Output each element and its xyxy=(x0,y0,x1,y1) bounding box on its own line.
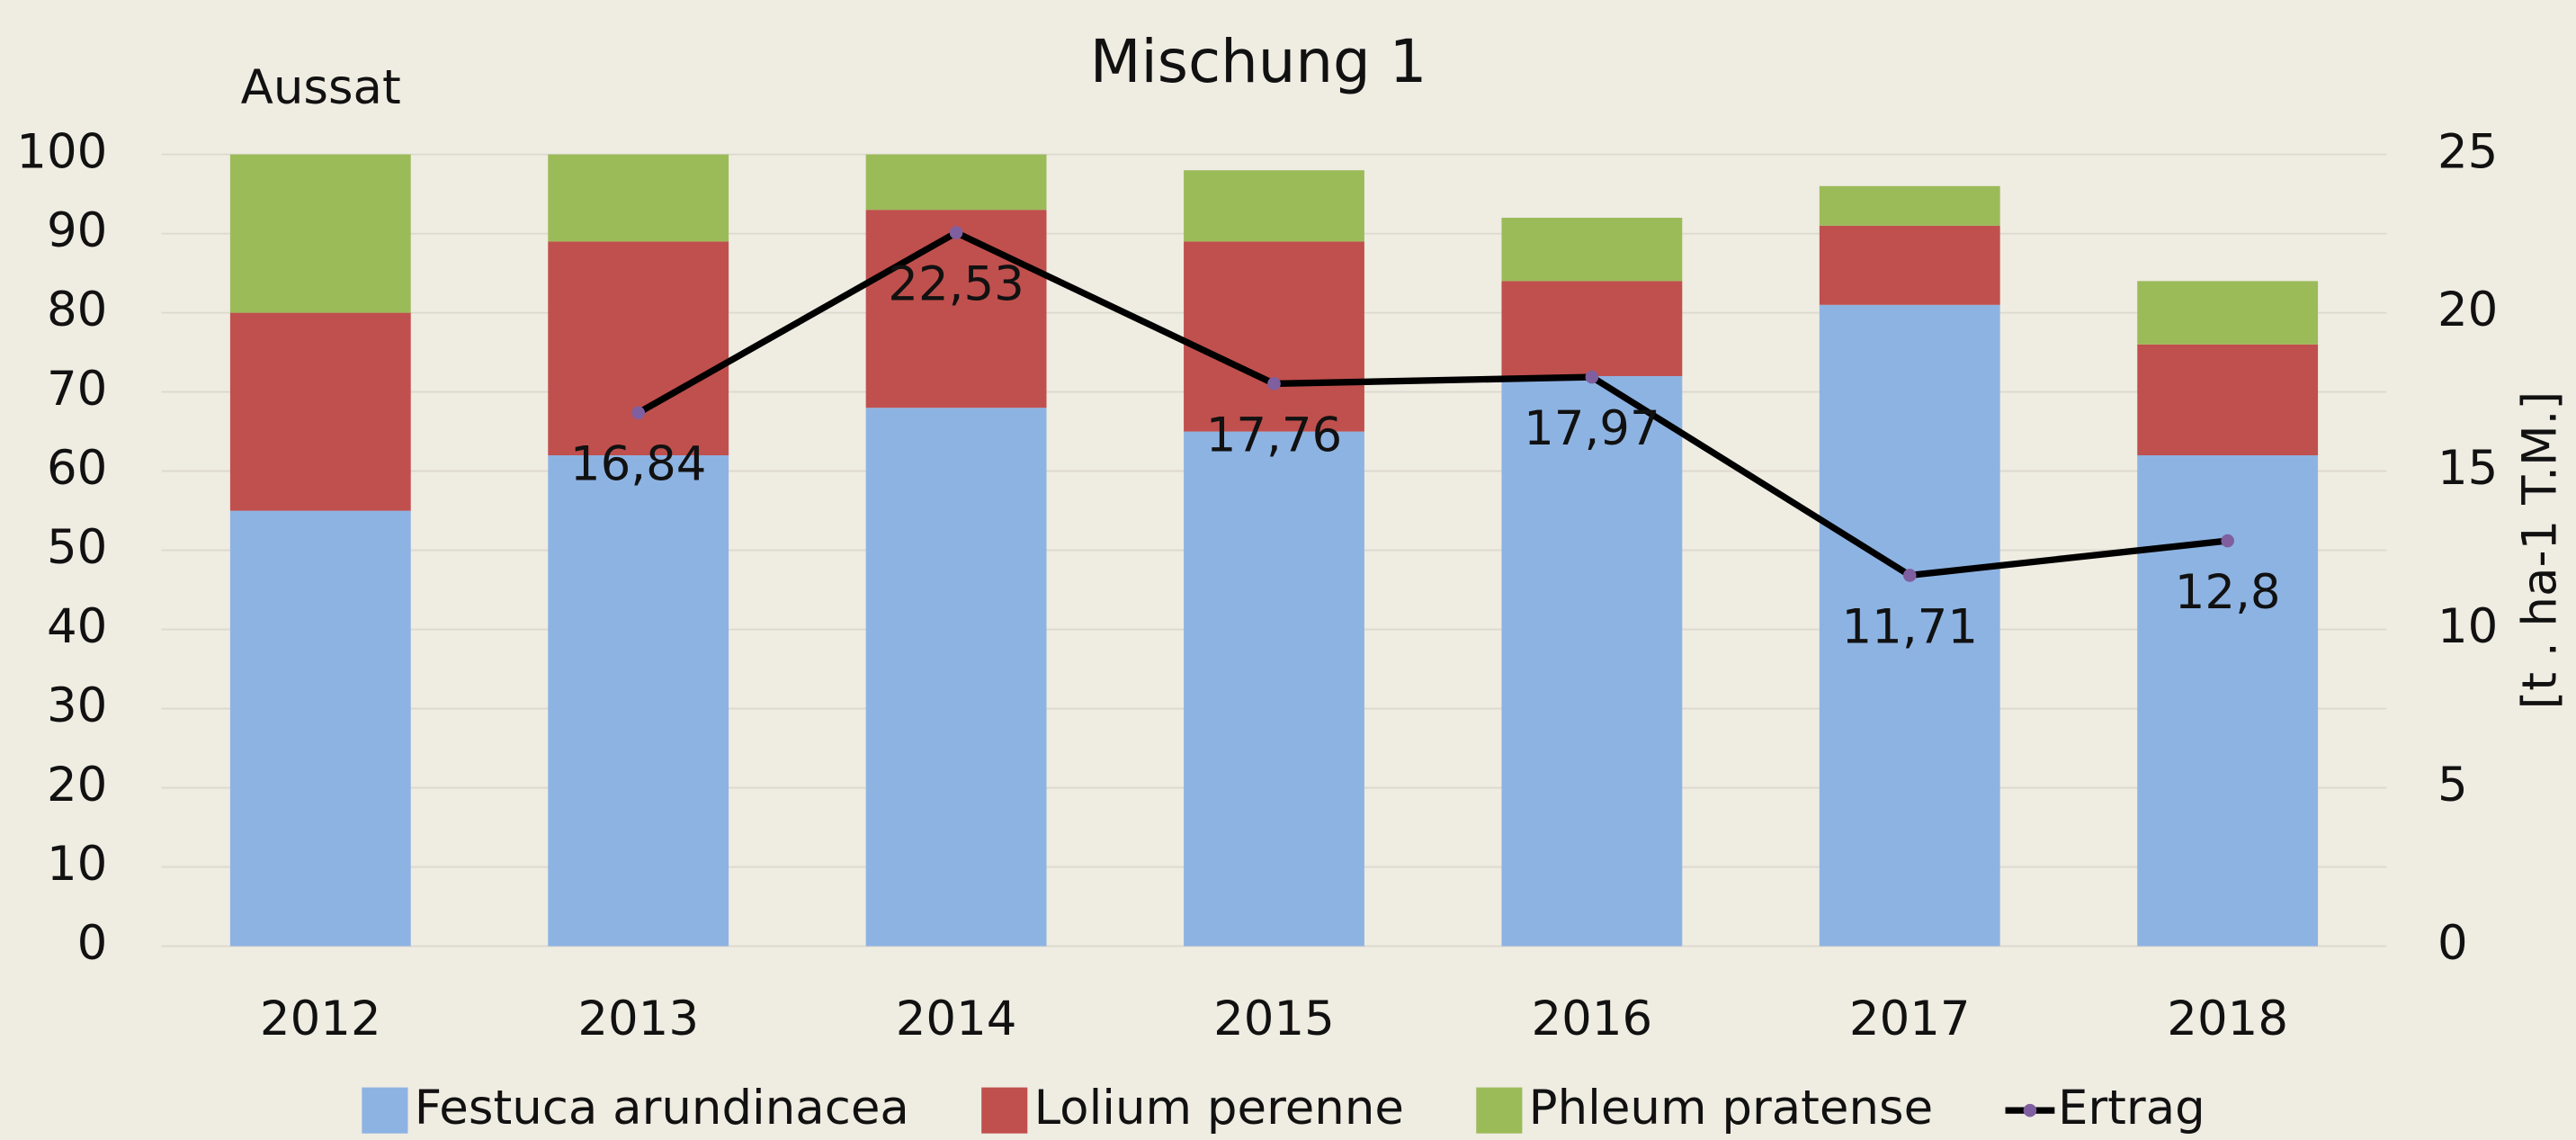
data-label: 16,84 xyxy=(570,437,707,492)
line-marker xyxy=(631,406,645,420)
x-tick-label: 2013 xyxy=(577,992,699,1046)
bar-segment xyxy=(1501,376,1683,947)
x-tick-label: 2018 xyxy=(2167,992,2288,1046)
legend-swatch-marker xyxy=(2023,1103,2037,1118)
y-tick-label: 80 xyxy=(47,283,107,337)
chart-title: Mischung 1 xyxy=(1090,28,1427,96)
y-tick-label: 20 xyxy=(47,758,107,812)
bar-segment xyxy=(1184,170,1364,242)
y2-axis-label: [t . ha-1 T.M.] xyxy=(2512,391,2567,710)
line-marker xyxy=(949,226,963,239)
bar-segment xyxy=(1819,185,2000,226)
y2-tick-label: 25 xyxy=(2437,124,2498,179)
x-tick-label: 2015 xyxy=(1213,992,1335,1046)
bar-segment xyxy=(865,408,1047,947)
line-marker xyxy=(1585,370,1599,384)
y2-tick-label: 10 xyxy=(2437,599,2498,654)
line-marker xyxy=(2221,534,2234,548)
line xyxy=(636,229,2229,579)
y2-tick-label: 0 xyxy=(2437,916,2468,971)
x-tick-label: 2014 xyxy=(896,992,1017,1046)
y2-tick-label: 20 xyxy=(2437,283,2498,337)
data-label: 22,53 xyxy=(888,256,1024,311)
bar-segment xyxy=(1819,225,2000,305)
legend-swatch xyxy=(362,1087,408,1134)
y-tick-label: 10 xyxy=(47,837,107,892)
line-marker xyxy=(1267,377,1281,390)
y2-tick-label: 15 xyxy=(2437,441,2498,496)
data-label: 17,97 xyxy=(1524,401,1660,456)
bar-segment xyxy=(1184,431,1364,947)
y2-tick-label: 5 xyxy=(2437,758,2468,812)
bar-segment xyxy=(1819,304,2000,947)
bar-segment xyxy=(2137,281,2319,345)
data-label: 11,71 xyxy=(1841,599,1978,654)
legend-swatch xyxy=(981,1087,1028,1134)
data-label: 12,8 xyxy=(2175,565,2281,620)
bar-segment xyxy=(2137,454,2319,947)
x-tick-label: 2012 xyxy=(260,992,381,1046)
x-tick-label: 2017 xyxy=(1849,992,1971,1046)
bar-segment xyxy=(2137,344,2319,455)
legend-swatch xyxy=(1476,1087,1523,1134)
bar-segment xyxy=(229,154,411,313)
legend-label: Festuca arundinacea xyxy=(415,1081,909,1136)
y-tick-label: 70 xyxy=(47,362,107,417)
y-tick-label: 100 xyxy=(16,124,107,179)
line-marker xyxy=(1902,569,1917,582)
bar-segment xyxy=(229,312,411,511)
bar-segment xyxy=(548,454,729,947)
legend-label: Ertrag xyxy=(2058,1081,2205,1136)
annotation: Aussat xyxy=(241,60,401,115)
y-tick-label: 50 xyxy=(47,520,107,575)
bar-segment xyxy=(229,510,411,947)
bar-segment xyxy=(865,210,1047,408)
data-label: 17,76 xyxy=(1206,408,1343,462)
y-tick-label: 40 xyxy=(47,599,107,654)
legend-label: Lolium perenne xyxy=(1034,1081,1404,1136)
x-tick-label: 2016 xyxy=(1532,992,1653,1046)
bar-segment xyxy=(1501,281,1683,377)
y-tick-label: 0 xyxy=(77,916,108,971)
bar-segment xyxy=(865,154,1047,211)
bar-segment xyxy=(548,154,729,242)
legend-label: Phleum pratense xyxy=(1529,1081,1934,1136)
y-tick-label: 90 xyxy=(47,203,107,258)
bar-segment xyxy=(1501,218,1683,282)
y-tick-label: 60 xyxy=(47,441,107,496)
bar-segment xyxy=(1184,241,1364,432)
bar-segment xyxy=(548,241,729,455)
y-tick-label: 30 xyxy=(47,678,107,733)
